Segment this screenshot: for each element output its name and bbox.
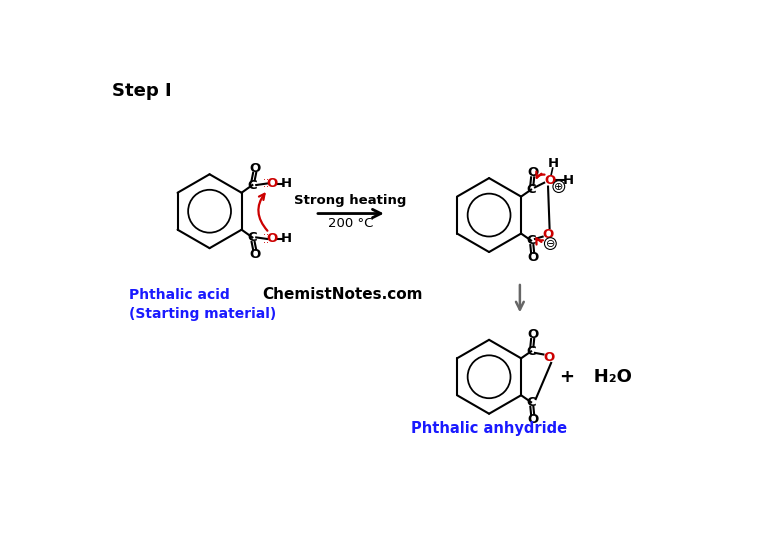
Text: ··: ·· <box>263 230 270 240</box>
Text: Strong heating: Strong heating <box>294 194 407 207</box>
Text: H: H <box>280 177 292 190</box>
Text: ··: ·· <box>263 182 270 193</box>
Text: Phthalic acid
(Starting material): Phthalic acid (Starting material) <box>129 288 276 321</box>
Text: C: C <box>526 234 536 247</box>
Text: 200 °C: 200 °C <box>328 217 373 230</box>
Text: +   H₂O: + H₂O <box>560 368 632 386</box>
Text: H: H <box>548 157 559 170</box>
Text: ··: ·· <box>263 175 270 184</box>
Text: O: O <box>266 177 278 190</box>
Text: ··: ·· <box>263 238 270 248</box>
Text: C: C <box>526 345 536 358</box>
Text: C: C <box>247 231 257 244</box>
Text: H: H <box>280 233 292 246</box>
Text: O: O <box>544 174 555 187</box>
Text: O: O <box>266 233 278 246</box>
Text: H: H <box>562 174 574 187</box>
Text: O: O <box>543 351 554 364</box>
Text: Step I: Step I <box>112 82 171 100</box>
Text: ⊕: ⊕ <box>554 182 564 192</box>
Text: O: O <box>528 251 539 264</box>
Text: O: O <box>528 328 539 341</box>
Text: ChemistNotes.com: ChemistNotes.com <box>263 287 423 302</box>
Text: O: O <box>250 162 261 175</box>
Text: ⊖: ⊖ <box>545 239 555 248</box>
Text: C: C <box>526 183 536 196</box>
Text: O: O <box>250 248 261 261</box>
Text: C: C <box>526 395 536 408</box>
Text: O: O <box>542 228 554 241</box>
Text: O: O <box>528 413 539 426</box>
Text: Phthalic anhydride: Phthalic anhydride <box>411 421 567 436</box>
Text: C: C <box>247 179 257 192</box>
Text: O: O <box>528 166 539 179</box>
